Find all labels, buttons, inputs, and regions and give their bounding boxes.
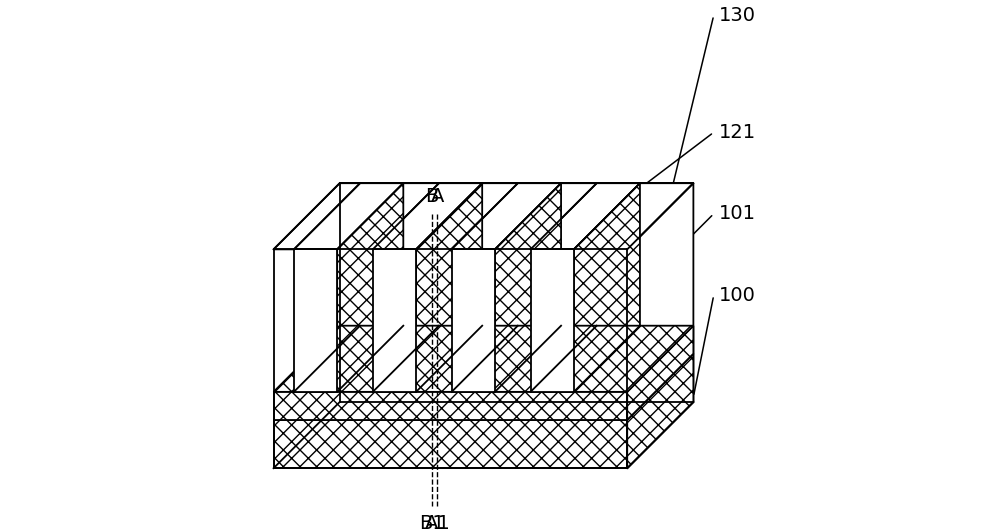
Text: B1: B1	[419, 514, 445, 532]
Bar	[274, 392, 627, 420]
Polygon shape	[574, 183, 640, 392]
Text: 100: 100	[719, 286, 756, 305]
Text: A1: A1	[425, 514, 450, 532]
Bar	[518, 183, 561, 326]
Polygon shape	[294, 183, 403, 250]
Bar	[597, 183, 640, 326]
Bar	[340, 354, 693, 402]
Polygon shape	[531, 183, 640, 250]
Bar	[531, 250, 574, 392]
Polygon shape	[416, 183, 482, 392]
Bar	[439, 183, 482, 326]
Polygon shape	[373, 183, 482, 250]
Text: B: B	[425, 187, 439, 206]
Polygon shape	[337, 183, 403, 392]
Bar	[373, 250, 416, 392]
Text: A: A	[431, 187, 444, 206]
Text: 130: 130	[719, 6, 756, 25]
Bar	[294, 250, 337, 392]
Bar	[452, 250, 495, 392]
Bar	[340, 183, 693, 402]
Bar	[274, 420, 627, 468]
Polygon shape	[627, 326, 693, 420]
Polygon shape	[495, 183, 561, 392]
Text: 101: 101	[719, 204, 756, 223]
Text: 121: 121	[719, 123, 756, 142]
Polygon shape	[274, 326, 693, 392]
Bar	[360, 183, 403, 326]
Polygon shape	[274, 183, 693, 250]
Polygon shape	[452, 183, 561, 250]
Polygon shape	[627, 183, 693, 468]
Polygon shape	[627, 354, 693, 468]
Bar	[340, 326, 693, 354]
